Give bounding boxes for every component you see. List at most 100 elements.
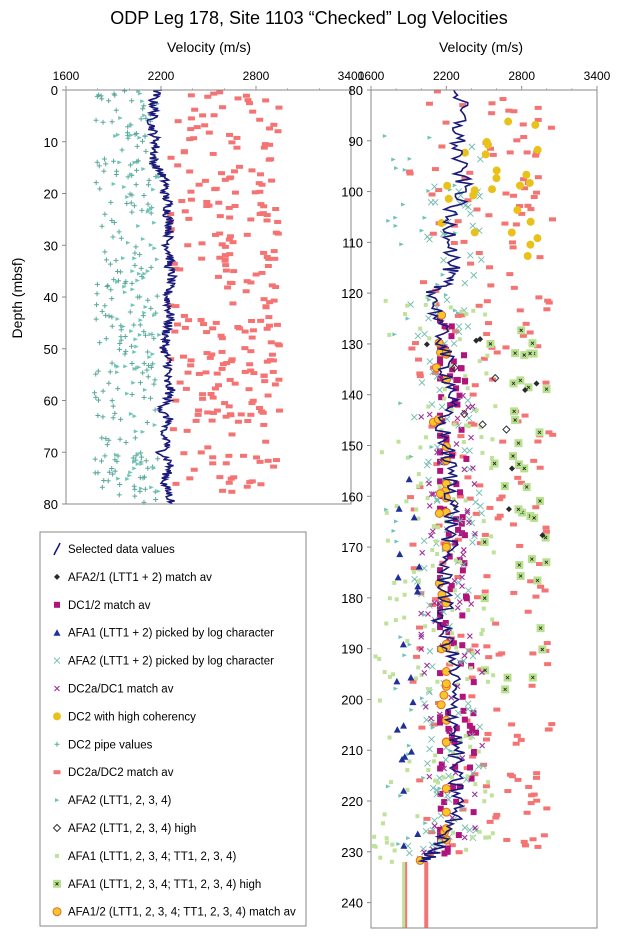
dc2a_dc2-point (247, 412, 255, 417)
dc2a_dc1-point (459, 583, 465, 590)
afa2_picked-point (438, 403, 446, 411)
afa2-point (406, 836, 411, 841)
dc2a_dc2-point (512, 222, 520, 227)
dc2a_dc2-point (267, 340, 275, 345)
dc2a_dc2-point (246, 101, 254, 106)
afa2-point (141, 275, 146, 280)
afa12-point (434, 508, 444, 518)
afa2-point (427, 135, 433, 140)
dc2a_dc2-point (271, 382, 279, 387)
afa1-point (425, 295, 430, 300)
afa1-point (411, 569, 416, 574)
afa1_high-point-mark (513, 351, 517, 355)
y-tick-label: 130 (341, 337, 363, 352)
dc2_high-point (460, 148, 469, 157)
dc2a_dc2-point (483, 332, 491, 337)
dc2_pipe-point (94, 93, 100, 99)
afa2-point (393, 686, 399, 691)
afa1-point (483, 312, 488, 317)
afa2-point (118, 116, 123, 121)
dc2a_dc2-point (263, 218, 271, 223)
afa1_high-point-mark (488, 342, 493, 346)
dc2a_dc2-point (508, 774, 516, 779)
dc2a_dc2-point (242, 93, 250, 98)
afa2-point (115, 279, 120, 284)
afa1_high-point-mark (522, 466, 527, 471)
afa1-point (464, 847, 469, 852)
series-afa1_picked (393, 475, 423, 849)
afa1-point (387, 332, 392, 337)
dc2a_dc2-point (467, 261, 475, 266)
dc2a_dc2-point (176, 267, 184, 272)
legend-label: AFA1 (LTT1 + 2) picked by log character (68, 628, 274, 640)
dc2a_dc1-point (454, 415, 461, 422)
dc2_pipe-point (141, 394, 147, 400)
left-y-axis-label: Depth (mbsf) (9, 258, 25, 339)
dc2a_dc2-point (533, 775, 541, 780)
afa1-point (384, 836, 389, 841)
afa2_picked-point (469, 769, 477, 777)
dc2_high-point (437, 219, 446, 228)
dc2a_dc2-point (476, 541, 484, 546)
dc2a_dc2-point (435, 188, 443, 193)
afa1-point (490, 617, 495, 622)
dc2_pipe-point (100, 119, 106, 125)
dc2a_dc2-point (167, 155, 175, 160)
dc2a_dc1-point (479, 742, 486, 749)
dc2a_dc2-point (536, 465, 544, 470)
dc2a_dc2-point (258, 270, 266, 275)
legend-label: AFA2 (LTT1, 2, 3, 4) (68, 795, 171, 807)
afa1-point (465, 774, 470, 779)
dc2_pipe-point (143, 458, 149, 464)
afa2-point (122, 290, 128, 295)
dc2a_dc1-point (472, 530, 478, 537)
dc2a_dc2-point (210, 113, 218, 118)
legend-label: DC2 with high coherency (68, 711, 196, 723)
dc2a_dc2-point (415, 357, 423, 362)
afa2-point (151, 187, 156, 192)
afa2-point (122, 284, 127, 289)
afa2_picked-point (455, 323, 463, 330)
afa2_high-point (450, 363, 459, 372)
afa1-point (481, 519, 486, 524)
afa2-point (125, 476, 130, 481)
dc2a_dc2-point (457, 434, 465, 439)
dc2_pipe-point (95, 470, 101, 476)
dc2_pipe-point (116, 492, 122, 498)
dc2_pipe-point (109, 119, 115, 125)
dc2a_dc1-point (460, 551, 467, 558)
dc2a_dc2-point (180, 149, 188, 154)
afa1-point (465, 677, 470, 682)
dc2a_dc2-point (272, 230, 280, 235)
dc2_pipe-point (125, 124, 131, 130)
afa1-point (483, 835, 488, 840)
dc2_high-point (484, 140, 493, 149)
afa1-point (372, 834, 377, 839)
dc2a_dc2-point (172, 304, 180, 309)
dc2a_dc2-point (533, 771, 541, 776)
dc12-point (446, 553, 453, 560)
dc2_pipe-point (110, 471, 116, 477)
dc2a_dc2-point (174, 119, 182, 124)
afa1-point (451, 830, 456, 835)
dc2_pipe-point (113, 107, 119, 113)
dc2a_dc2-point (225, 237, 233, 242)
afa1_high-point-mark (543, 535, 548, 540)
dc2_pipe-point (118, 416, 124, 422)
dc2a_dc2-point (200, 322, 208, 327)
dc2a_dc2-point (187, 127, 195, 132)
dc2a_dc2-point (475, 303, 483, 308)
dc2a_dc2-point (425, 101, 433, 106)
afa1_picked-point (400, 722, 408, 729)
dc12-point (459, 514, 466, 521)
dc2a_dc2-point (274, 342, 282, 347)
dc2_pipe-point (139, 207, 145, 213)
afa1_high-point-mark (535, 578, 540, 583)
afa2-point (125, 240, 131, 245)
dc2_pipe-point (138, 116, 144, 122)
afa2-point (407, 642, 413, 647)
dc2a_dc2-point (405, 169, 413, 174)
dc2_high-point (531, 120, 540, 129)
afa1_high-point-mark (518, 574, 523, 578)
dc12-point (460, 707, 467, 714)
